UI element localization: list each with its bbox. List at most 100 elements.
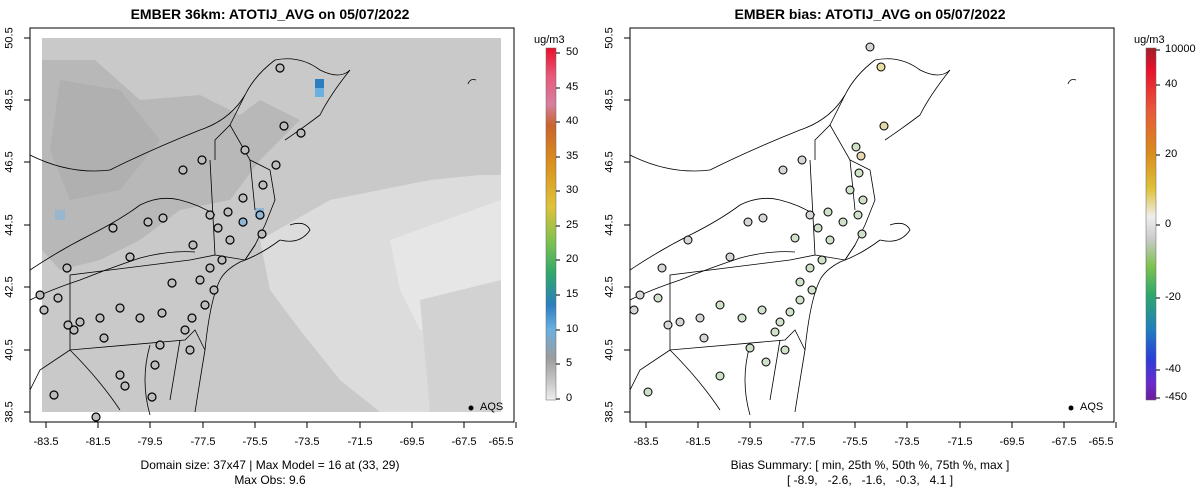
aqs-site — [75, 317, 85, 327]
right-map-svg — [624, 27, 1160, 428]
right-x-tick-label: -69.5 — [999, 436, 1025, 448]
left-colorbar-label: 35 — [566, 150, 579, 162]
chesapeake-lines — [744, 339, 806, 416]
aqs-bias-site — [770, 327, 780, 337]
island-mark — [467, 79, 477, 85]
aqs-site — [63, 320, 73, 330]
left-map-svg — [24, 27, 560, 428]
aqs-bias-site — [761, 357, 771, 367]
model-grid-low-southeast — [420, 280, 501, 412]
aqs-site — [53, 293, 63, 303]
aqs-site — [120, 381, 130, 391]
right-colorbar-label: -20 — [1165, 291, 1181, 303]
lake-ontario-shore — [30, 197, 216, 271]
left-y-ticks — [24, 37, 30, 413]
aqs-bias-site — [854, 168, 864, 178]
left-colorbar-unit: ug/m3 — [534, 34, 565, 46]
left-colorbar-label: 40 — [566, 115, 579, 127]
aqs-bias-site — [807, 285, 817, 295]
aqs-site — [257, 229, 267, 239]
aqs-bias-site — [699, 333, 709, 343]
aqs-bias-site — [813, 223, 823, 233]
coastline-north — [630, 58, 951, 172]
aqs-site — [187, 313, 197, 323]
left-colorbar-label: 0 — [566, 392, 573, 404]
aqs-site — [143, 217, 153, 227]
right-aqs-sites — [629, 42, 889, 397]
chesapeake-lines — [144, 339, 206, 416]
cape-cod — [879, 222, 911, 242]
aqs-site — [275, 63, 285, 73]
aqs-site — [255, 210, 265, 220]
aqs-bias-site — [675, 317, 685, 327]
aqs-bias-site — [805, 263, 815, 273]
aqs-site — [225, 235, 235, 245]
aqs-site — [69, 325, 79, 335]
aqs-bias-site — [790, 233, 800, 243]
left-x-tick-label: -79.5 — [137, 436, 163, 448]
aqs-bias-site — [845, 185, 855, 195]
right-colorbar — [1145, 47, 1157, 401]
left-x-tick-label: -73.5 — [294, 436, 320, 448]
aqs-site — [125, 252, 135, 262]
aqs-bias-site — [657, 263, 667, 273]
aqs-bias-site — [856, 151, 866, 161]
left-y-tick-label: 48.5 — [3, 89, 16, 111]
right-x-tick-label: -81.5 — [685, 436, 711, 448]
aqs-bias-site — [876, 62, 886, 72]
aqs-site — [150, 360, 160, 370]
left-x-ticks — [45, 422, 517, 428]
aqs-site — [271, 160, 281, 170]
aqs-bias-site — [823, 207, 833, 217]
aqs-site — [157, 308, 167, 318]
left-aqs-sites — [35, 63, 306, 422]
coastline-north — [30, 58, 351, 172]
left-colorbar-label: 25 — [566, 219, 579, 231]
model-high-cell — [315, 88, 324, 97]
model-high-cell — [55, 210, 65, 220]
right-y-tick-label: 44.5 — [603, 214, 616, 236]
aqs-site — [197, 155, 207, 165]
left-colorbar-label: 50 — [566, 46, 579, 58]
right-colorbar-unit: ug/m3 — [1134, 34, 1165, 46]
aqs-bias-site — [629, 305, 639, 315]
right-y-ticks — [624, 37, 630, 413]
right-colorbar-label: -40 — [1165, 363, 1181, 375]
aqs-bias-site — [865, 42, 875, 52]
aqs-site — [115, 370, 125, 380]
aqs-site — [188, 240, 198, 250]
aqs-bias-site — [758, 213, 768, 223]
aqs-site — [158, 213, 168, 223]
cape-cod — [279, 222, 311, 242]
left-y-tick-label: 40.5 — [3, 339, 16, 361]
aqs-bias-site — [737, 313, 747, 323]
right-colorbar-label: -450 — [1165, 391, 1188, 403]
coastline-midatlantic — [804, 239, 881, 351]
aqs-site — [108, 223, 118, 233]
aqs-bias-site — [785, 307, 795, 317]
right-legend-label: AQS — [1080, 401, 1104, 413]
right-x-tick-label: -83.5 — [633, 436, 659, 448]
right-x-tick-label: -65.5 — [1088, 436, 1114, 448]
left-x-tick-label: -67.5 — [451, 436, 477, 448]
aqs-site — [185, 345, 195, 355]
right-y-tick-label: 48.5 — [603, 89, 616, 111]
right-colorbar-ticks — [1156, 49, 1160, 399]
lake-erie-shore — [630, 251, 796, 301]
aqs-bias-site — [879, 121, 889, 131]
aqs-bias-site — [825, 235, 835, 245]
aqs-bias-site — [757, 305, 767, 315]
right-y-tick-label: 46.5 — [603, 151, 616, 173]
left-y-tick-label: 42.5 — [3, 276, 16, 298]
aqs-bias-site — [653, 293, 663, 303]
aqs-site — [200, 300, 210, 310]
aqs-site — [258, 180, 268, 190]
bias-panel: EMBER bias: ATOTIJ_AVG on 05/07/2022 — [600, 0, 1200, 502]
aqs-site — [238, 193, 248, 203]
aqs-bias-site — [805, 210, 815, 220]
aqs-site — [155, 340, 165, 350]
aqs-bias-site — [857, 229, 867, 239]
right-x-ticks — [645, 422, 1117, 428]
left-legend-label: AQS — [480, 401, 504, 413]
left-colorbar-label: 45 — [566, 81, 579, 93]
